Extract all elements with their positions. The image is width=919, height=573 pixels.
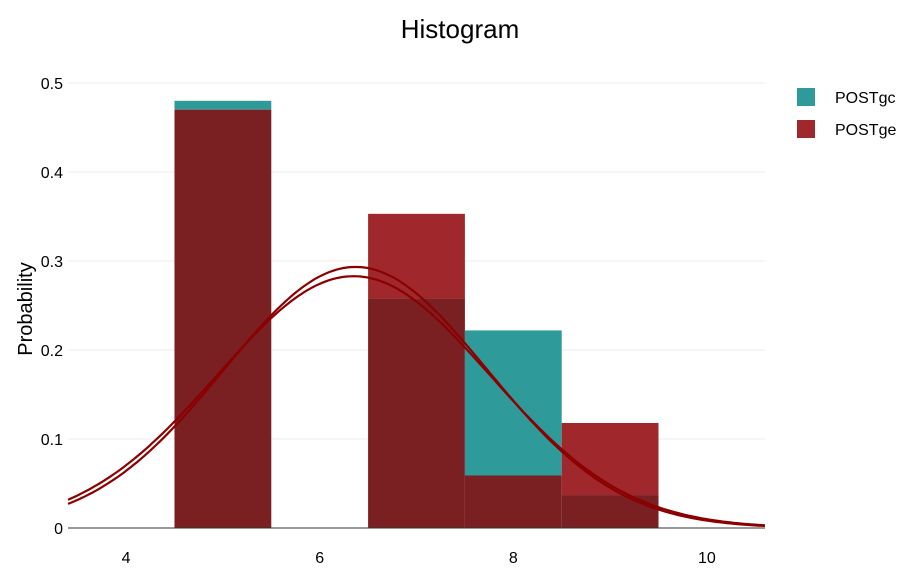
x-tick-label: 10: [698, 550, 716, 567]
x-tick-labels: 4 6 8 10: [122, 550, 716, 567]
bar-overlap: [368, 298, 465, 528]
bar-overlap: [464, 475, 562, 528]
y-tick-labels: 0 0.1 0.2 0.3 0.4 0.5: [41, 76, 63, 538]
x-tick-label: 6: [315, 550, 324, 567]
x-tick-label: 4: [122, 550, 131, 567]
legend-swatch: [797, 120, 815, 138]
bar-overlap: [174, 109, 272, 528]
bar-postge: [561, 422, 659, 496]
y-tick-label: 0.5: [41, 76, 63, 93]
bar-overlap: [561, 495, 659, 528]
bar-postge: [368, 213, 465, 299]
density-curve: [67, 265, 766, 527]
bar-postgc: [464, 330, 562, 476]
x-tick-label: 8: [509, 550, 518, 567]
histogram-bars: [174, 100, 659, 528]
y-axis-title: Probability: [15, 262, 37, 355]
chart-title: Histogram: [401, 14, 519, 44]
bar-postgc: [174, 100, 272, 110]
legend-label[interactable]: POSTgc: [835, 90, 895, 107]
legend[interactable]: POSTgc POSTge: [797, 88, 896, 139]
y-tick-label: 0.1: [41, 432, 63, 449]
y-tick-label: 0.3: [41, 254, 63, 271]
density-curve: [67, 275, 766, 527]
y-tick-label: 0: [54, 521, 63, 538]
y-tick-label: 0.2: [41, 343, 63, 360]
density-curves: [67, 265, 766, 527]
legend-label[interactable]: POSTge: [835, 122, 896, 139]
legend-swatch: [797, 88, 815, 106]
y-tick-label: 0.4: [41, 165, 63, 182]
